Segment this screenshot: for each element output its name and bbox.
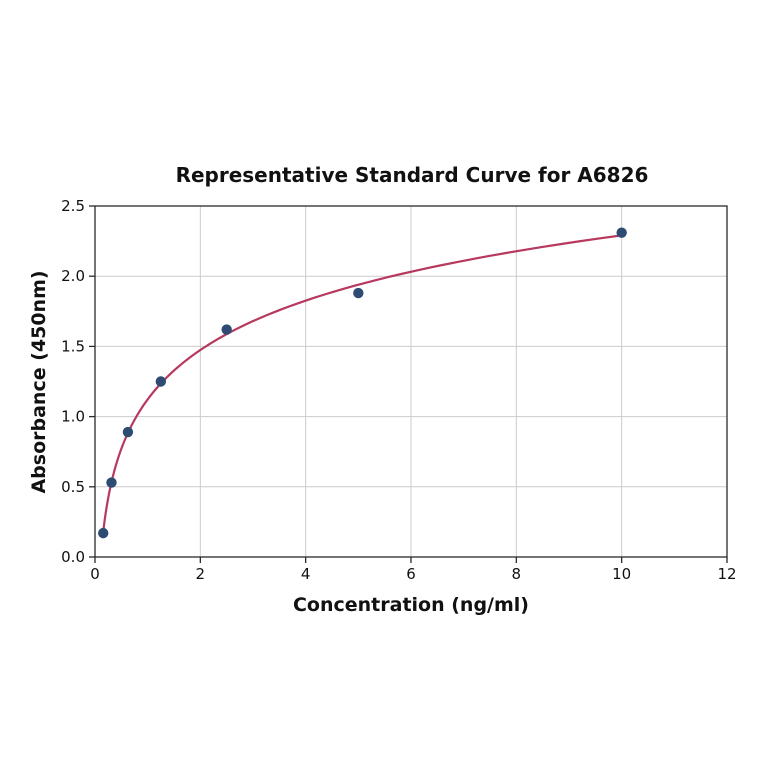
x-tick-label: 8: [512, 565, 522, 583]
data-point: [221, 324, 232, 335]
data-point: [122, 426, 134, 438]
x-tick-label: 10: [612, 565, 631, 583]
x-tick-label: 12: [717, 565, 736, 583]
y-tick-label: 1.0: [61, 408, 85, 426]
x-tick-label: 0: [90, 565, 100, 583]
chart-title: Representative Standard Curve for A6826: [176, 163, 649, 187]
x-tick-label: 6: [406, 565, 416, 583]
y-tick-label: 0.5: [61, 478, 85, 496]
data-point: [106, 477, 117, 488]
y-tick-label: 2.0: [61, 267, 85, 285]
data-point: [616, 227, 627, 238]
y-tick-label: 1.5: [61, 337, 85, 355]
y-tick-label: 0.0: [61, 548, 85, 566]
y-axis-label: Absorbance (450nm): [28, 270, 50, 493]
y-tick-label: 2.5: [61, 197, 85, 215]
data-point: [155, 376, 167, 387]
x-tick-label: 2: [196, 565, 206, 583]
data-point: [353, 287, 364, 299]
x-tick-label: 4: [301, 565, 311, 583]
fit-curve: [102, 234, 623, 533]
data-point: [98, 527, 109, 539]
x-axis-label: Concentration (ng/ml): [293, 594, 529, 616]
